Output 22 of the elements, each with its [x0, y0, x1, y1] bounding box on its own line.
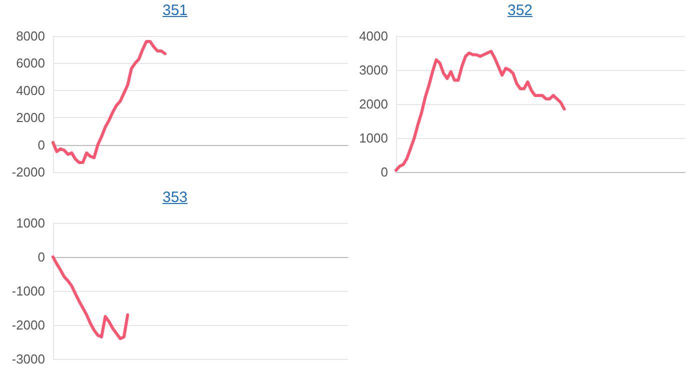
y-tick-label: 2000 — [359, 96, 388, 112]
y-tick-label: -3000 — [12, 352, 45, 366]
chart-title: 352 — [506, 2, 534, 19]
y-tick-label: -2000 — [12, 318, 45, 332]
y-tick-label: 6000 — [16, 56, 45, 71]
y-tick-label: 0 — [380, 164, 388, 180]
y-tick-label: 4000 — [359, 28, 388, 44]
y-tick-label: 2000 — [16, 110, 45, 126]
line-series — [394, 50, 566, 172]
y-tick-label: 1000 — [16, 216, 45, 230]
y-tick-label: -1000 — [12, 284, 45, 298]
y-tick-label: 8000 — [16, 28, 45, 44]
y-tick-label: 4000 — [16, 82, 45, 98]
y-tick-label: 3000 — [359, 62, 388, 78]
y-tick-label: 0 — [38, 137, 45, 152]
y-tick-label: 1000 — [359, 130, 388, 146]
line-series — [52, 256, 130, 340]
line-series — [52, 40, 167, 164]
chart-title: 351 — [161, 2, 189, 19]
y-tick-label: -2000 — [12, 164, 45, 180]
y-tick-label: 0 — [38, 250, 45, 264]
chart-title: 353 — [161, 189, 189, 206]
